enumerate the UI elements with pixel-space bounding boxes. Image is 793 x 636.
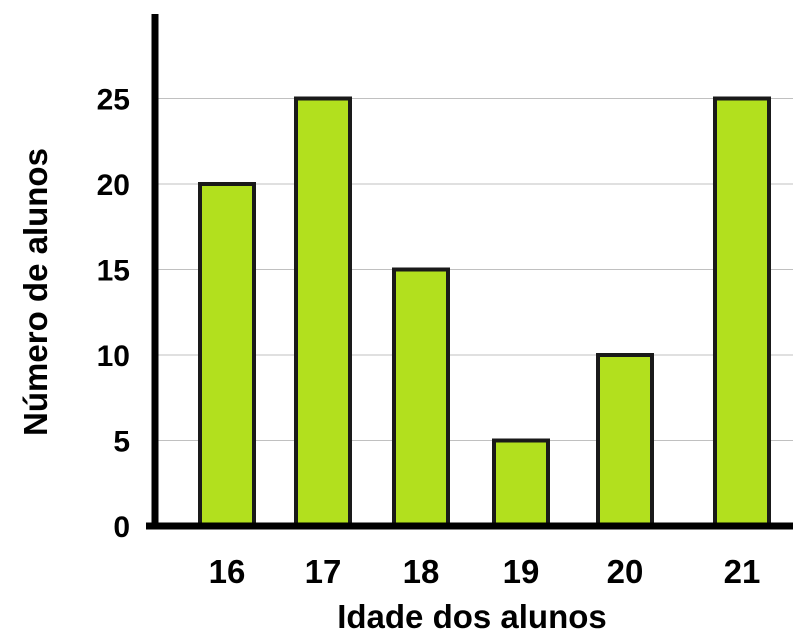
x-axis-title: Idade dos alunos xyxy=(337,598,607,635)
y-axis-title: Número de alunos xyxy=(17,148,54,436)
x-tick-label: 18 xyxy=(403,553,440,590)
y-tick-label: 25 xyxy=(97,84,130,117)
bar-21 xyxy=(713,96,771,528)
axes xyxy=(146,14,793,530)
bar-19 xyxy=(492,438,550,528)
y-tick-label: 0 xyxy=(113,511,130,544)
y-tick-label: 5 xyxy=(113,426,130,459)
y-tick-label: 15 xyxy=(97,255,130,288)
bar-16 xyxy=(198,182,256,528)
bar-17 xyxy=(294,96,352,528)
tick-labels: 0 5 10 15 20 25 16 17 18 19 20 21 xyxy=(97,84,761,591)
gridlines xyxy=(155,98,793,441)
x-tick-label: 21 xyxy=(724,553,761,590)
x-tick-label: 19 xyxy=(503,553,540,590)
y-tick-label: 20 xyxy=(97,169,130,202)
bars xyxy=(198,96,771,528)
bar-18 xyxy=(392,267,450,528)
bar-20 xyxy=(596,353,654,528)
x-tick-label: 16 xyxy=(209,553,246,590)
y-tick-label: 10 xyxy=(97,340,130,373)
x-tick-label: 17 xyxy=(305,553,342,590)
x-tick-label: 20 xyxy=(607,553,644,590)
